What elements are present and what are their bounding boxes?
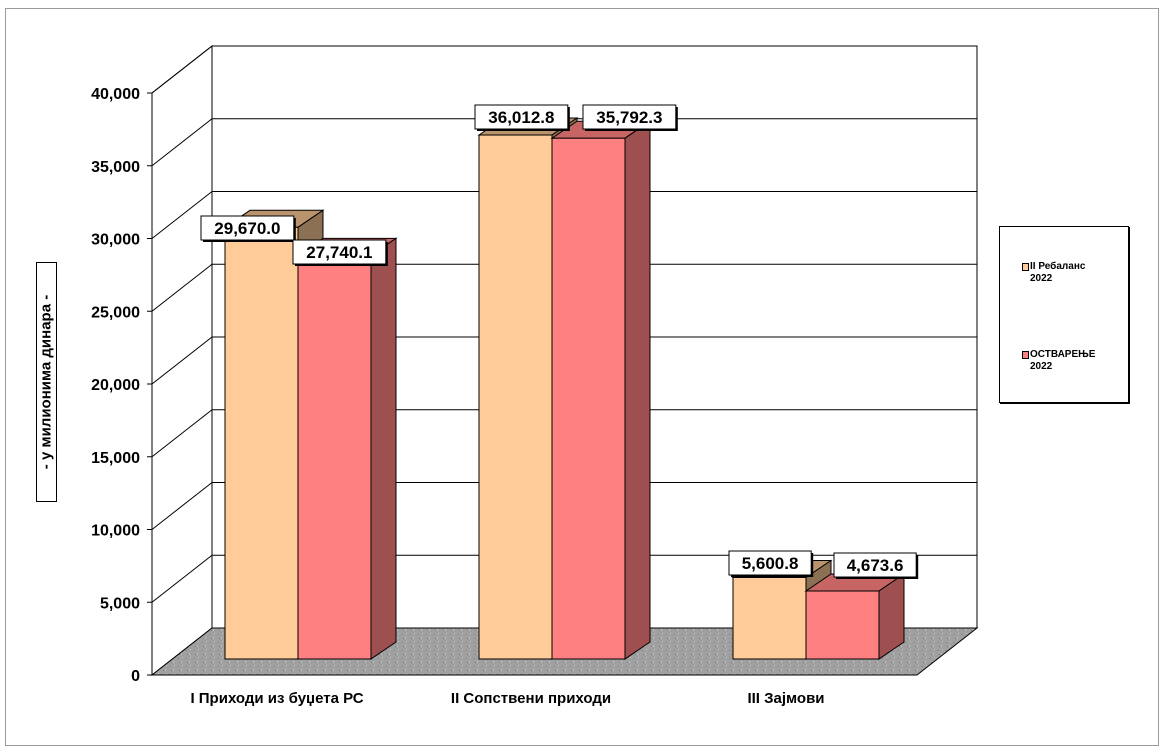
bar-front-0-1 — [297, 254, 372, 660]
bar-front-1-1 — [551, 137, 626, 660]
gridline-side-1 — [151, 554, 213, 603]
x-tick-label-2: III Зајмови — [747, 690, 824, 707]
gridline-side-6 — [151, 191, 213, 239]
y-tick-label-2: 10,000 — [91, 523, 140, 540]
bar-side-1-1 — [624, 120, 651, 660]
bar-side-0-1 — [370, 237, 397, 660]
bar-front-1-0 — [478, 134, 553, 660]
gridline-side-8 — [151, 45, 213, 94]
gridline-side-2 — [151, 482, 213, 530]
bar-2-1 — [804, 573, 906, 660]
data-label-1-0: 27,740.1 — [292, 239, 388, 266]
gridline-side-3 — [151, 409, 213, 458]
x-tick-label-1: II Сопствени приходи — [451, 690, 611, 707]
y-tick-label-3: 15,000 — [91, 450, 140, 467]
data-label-0-2: 5,600.8 — [728, 550, 814, 577]
legend-item-rebalans: II Ребаланс 2022 — [1022, 261, 1130, 285]
data-label-text-0-0: 29,670.0 — [214, 219, 280, 238]
data-label-1-1: 35,792.3 — [582, 104, 678, 131]
data-label-text-1-2: 4,673.6 — [847, 556, 904, 575]
gridline-side-5 — [151, 263, 213, 312]
y-tick-label-1: 5,000 — [100, 595, 140, 612]
bar-front-2-0 — [732, 577, 807, 660]
legend: II Ребаланс 2022 ОСТВАРЕЊЕ 2022 — [999, 226, 1129, 403]
legend-swatch-rebalans — [1022, 263, 1029, 271]
x-tick-label-0: I Приходи из буџета РС — [190, 690, 363, 707]
data-label-1-2: 4,673.6 — [833, 552, 919, 579]
y-tick-label-7: 35,000 — [91, 159, 140, 176]
legend-item-ostvarenje: ОСТВАРЕЊЕ 2022 — [1022, 349, 1130, 373]
gridline-side-7 — [151, 118, 213, 167]
data-label-0-1: 36,012.8 — [474, 104, 570, 131]
legend-label-rebalans: II Ребаланс 2022 — [1030, 261, 1086, 284]
y-tick-label-8: 40,000 — [91, 86, 140, 103]
legend-swatch-ostvarenje — [1022, 351, 1029, 359]
bar-0-1 — [296, 237, 398, 660]
y-axis-label: - у милионима динара - — [37, 294, 55, 470]
legend-label-ostvarenje: ОСТВАРЕЊЕ 2022 — [1030, 349, 1096, 372]
y-tick-label-6: 30,000 — [91, 232, 140, 249]
data-label-text-0-1: 36,012.8 — [488, 108, 554, 127]
bar-1-1 — [550, 120, 652, 660]
data-label-text-1-1: 35,792.3 — [596, 108, 662, 127]
data-label-0-0: 29,670.0 — [200, 215, 296, 242]
data-label-text-1-0: 27,740.1 — [306, 243, 372, 262]
y-tick-label-0: 0 — [131, 668, 140, 685]
gridline-side-4 — [151, 336, 213, 385]
y-tick-label-4: 20,000 — [91, 377, 140, 394]
bar-front-2-1 — [805, 590, 880, 660]
data-label-text-0-2: 5,600.8 — [742, 554, 799, 573]
y-axis-label-box — [36, 262, 57, 502]
bar-front-0-0 — [224, 226, 299, 660]
y-tick-label-5: 25,000 — [91, 304, 140, 321]
